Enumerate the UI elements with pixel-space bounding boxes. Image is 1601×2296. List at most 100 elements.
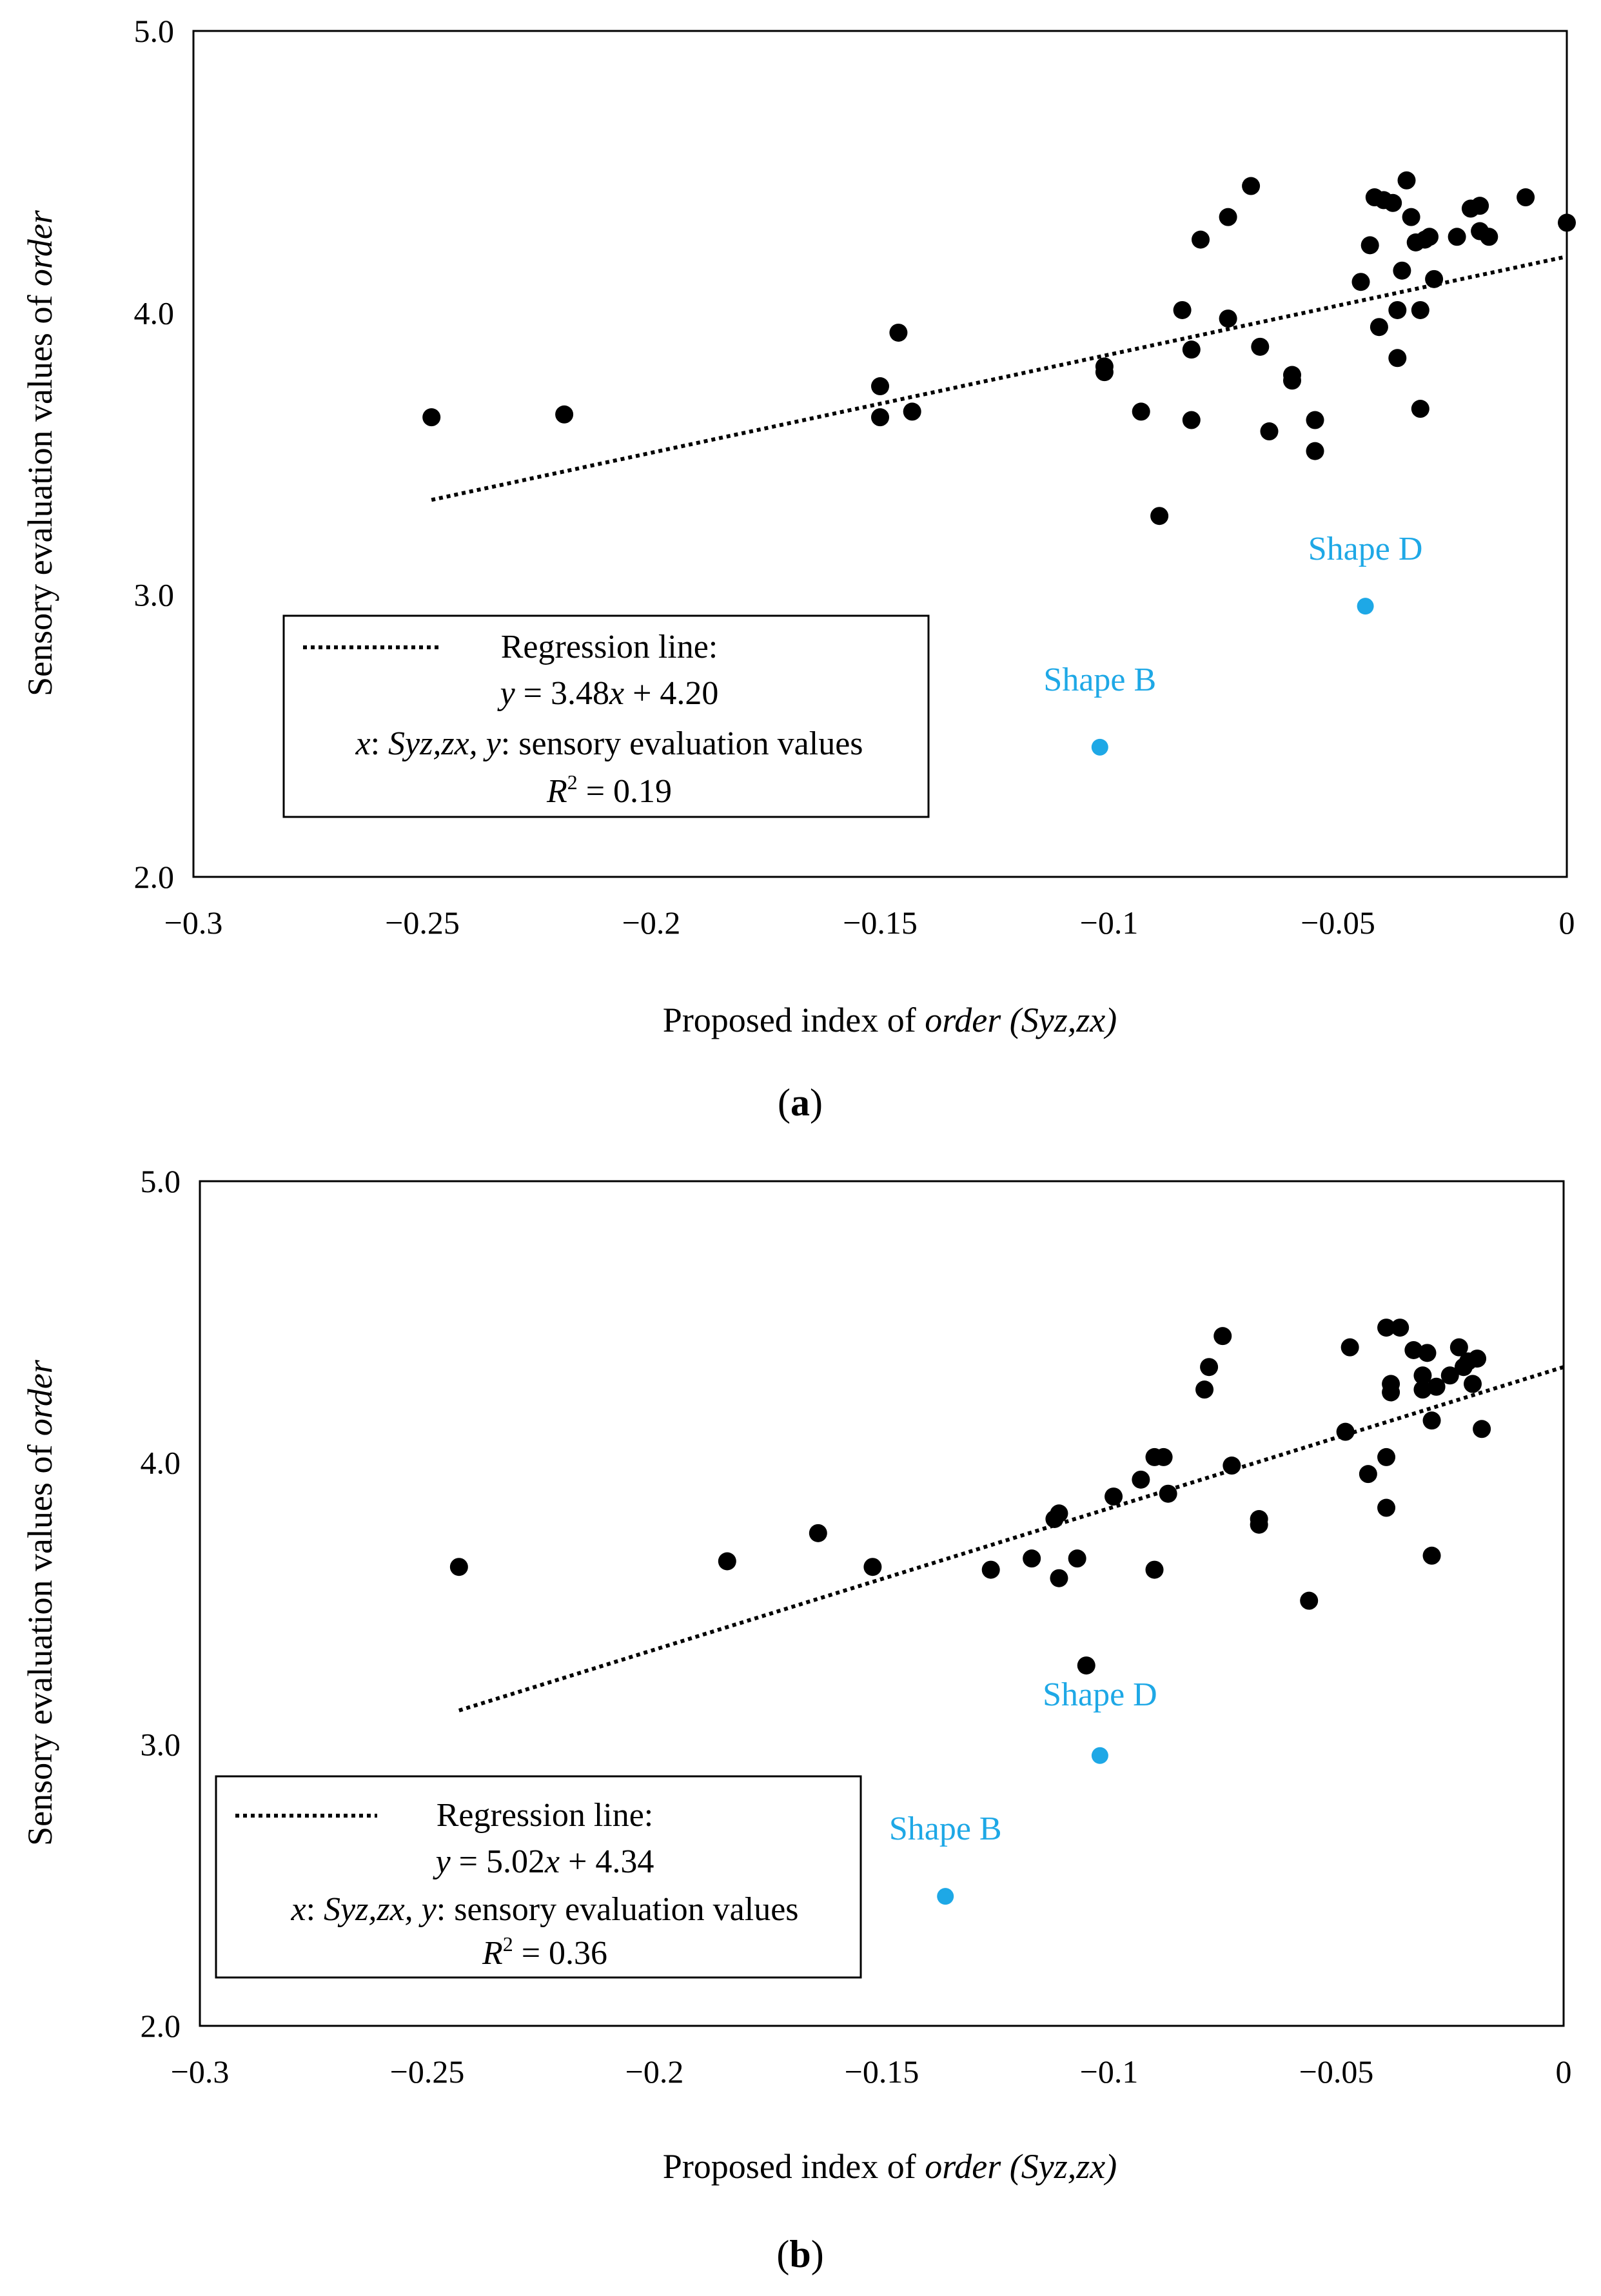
panel-a: 2.0 3.0 4.0 5.0 −0.3 −0.25 −0.2 −0.15 −0.1 −0.05… [21, 13, 1576, 1124]
data-point [718, 1552, 736, 1571]
data-point [1341, 1338, 1359, 1357]
data-point [1448, 228, 1466, 246]
data-point [1050, 1569, 1068, 1587]
data-point [1464, 1375, 1482, 1393]
data-point [555, 405, 574, 424]
data-point [1422, 1546, 1441, 1565]
x-tick-label: −0.2 [625, 2054, 684, 2090]
data-point [1449, 1338, 1468, 1357]
x-tick-label: −0.15 [843, 905, 918, 941]
x-axis-title: Proposed index of order (Syz,zx) [663, 1001, 1117, 1039]
highlight-label: Shape D [1043, 1676, 1157, 1713]
data-point [1068, 1549, 1086, 1568]
data-point [863, 1558, 882, 1576]
x-tick-label: −0.2 [622, 905, 681, 941]
data-point [1425, 270, 1444, 288]
data-point [889, 323, 908, 342]
data-point [1397, 171, 1416, 190]
regression-line [458, 1365, 1564, 1712]
y-tick-label: 2.0 [141, 2008, 181, 2044]
x-tick-label: −0.1 [1080, 905, 1139, 941]
highlight-label: Shape B [1043, 662, 1156, 698]
data-point [1427, 1377, 1446, 1396]
panel-b: 2.0 3.0 4.0 5.0 −0.3 −0.25 −0.2 −0.15 −0.1 −0.05… [21, 1163, 1572, 2275]
x-tick-label: −0.05 [1299, 2054, 1374, 2090]
highlight-point [1357, 598, 1374, 615]
data-point [422, 408, 441, 427]
legend-title: Regression line: [437, 1797, 654, 1834]
data-point [1154, 1447, 1173, 1466]
y-tick-label: 4.0 [134, 295, 175, 331]
y-tick-label: 2.0 [134, 859, 175, 895]
data-point [1440, 1366, 1459, 1385]
data-point [1413, 1380, 1432, 1399]
x-tick-label: 0 [1559, 905, 1575, 941]
data-point [1173, 300, 1192, 319]
data-point [1473, 1420, 1491, 1438]
data-point [449, 1558, 468, 1576]
data-point [1105, 1487, 1123, 1506]
data-marks: Shape D Shape B [449, 1319, 1564, 1905]
y-axis-title: Sensory evaluation values of order [21, 1359, 59, 1846]
data-point [1077, 1656, 1095, 1675]
legend-variables: x: Syz,zx, y: sensory evaluation values [290, 1891, 798, 1928]
data-point [1377, 1447, 1396, 1466]
data-point [1480, 228, 1498, 246]
data-point [1377, 1498, 1396, 1517]
data-point [1359, 1465, 1377, 1484]
x-tick-label: −0.3 [164, 905, 223, 941]
data-point [1283, 371, 1301, 390]
data-point [1404, 1341, 1423, 1359]
y-tick-label: 4.0 [141, 1445, 181, 1481]
data-point [1195, 1380, 1214, 1399]
highlight-label: Shape B [889, 1810, 1002, 1847]
data-point [1306, 442, 1324, 460]
data-point [1468, 1349, 1487, 1368]
data-point [903, 402, 921, 421]
data-point [1420, 228, 1439, 246]
data-point [1306, 411, 1324, 429]
legend-variables: x: Syz,zx, y: sensory evaluation values [355, 725, 863, 762]
data-point [1411, 400, 1429, 418]
data-point [1393, 261, 1411, 280]
x-tick-label: −0.1 [1080, 2054, 1139, 2090]
panel-label-b: (b) [776, 2233, 823, 2275]
y-tick-label: 5.0 [141, 1163, 181, 1199]
y-tick-label: 3.0 [134, 577, 175, 613]
legend-r-squared: R2 = 0.19 [546, 770, 672, 810]
legend-equation: y = 3.48x + 4.20 [497, 675, 719, 712]
data-point [1382, 1383, 1400, 1402]
data-point [1402, 208, 1420, 226]
data-point [1145, 1560, 1164, 1579]
x-tick-label: −0.25 [390, 2054, 465, 2090]
x-tick-labels: −0.3 −0.25 −0.2 −0.15 −0.1 −0.05 0 [171, 2054, 1572, 2090]
legend: Regression line: y = 5.02x + 4.34 x: Syz… [215, 1775, 862, 1979]
data-point [1150, 507, 1169, 525]
x-tick-label: 0 [1556, 2054, 1572, 2090]
data-point [1558, 213, 1576, 232]
x-tick-label: −0.15 [845, 2054, 919, 2090]
panel-label-a: (a) [778, 1081, 823, 1124]
data-point [871, 377, 889, 396]
data-point [1471, 197, 1489, 215]
data-point [1132, 402, 1150, 421]
highlight-point [1091, 738, 1108, 756]
data-point [1360, 236, 1379, 255]
data-point [1418, 1344, 1437, 1362]
data-point [1260, 422, 1279, 441]
data-point [1411, 300, 1429, 319]
data-point [1023, 1549, 1041, 1568]
y-tick-labels: 2.0 3.0 4.0 5.0 [141, 1163, 181, 2044]
x-axis-title: Proposed index of order (Syz,zx) [663, 2147, 1117, 2186]
data-point [1132, 1470, 1150, 1489]
data-point [1050, 1504, 1068, 1523]
x-tick-label: −0.3 [171, 2054, 230, 2090]
data-point [1250, 1515, 1268, 1534]
data-point [1182, 340, 1201, 359]
legend-equation: y = 5.02x + 4.34 [433, 1843, 654, 1880]
x-tick-label: −0.05 [1301, 905, 1375, 941]
data-point [1242, 177, 1261, 195]
data-point [1182, 411, 1201, 429]
data-marks: Shape D Shape B [422, 171, 1576, 756]
